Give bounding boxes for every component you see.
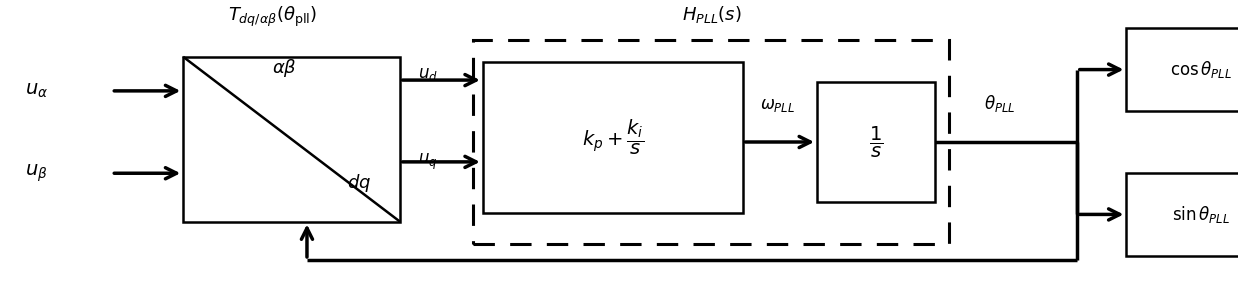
Bar [1126, 173, 1240, 256]
Text: $u_{\alpha}$: $u_{\alpha}$ [25, 82, 48, 100]
Bar [472, 40, 950, 244]
Bar [482, 62, 743, 213]
Bar [184, 57, 399, 222]
Bar [817, 82, 935, 202]
Text: $T_{dq/\alpha\beta}(\theta_{\mathrm{pll}})$: $T_{dq/\alpha\beta}(\theta_{\mathrm{pll}… [228, 5, 317, 29]
Text: $\theta_{PLL}$: $\theta_{PLL}$ [985, 93, 1016, 114]
Text: $\sin\theta_{PLL}$: $\sin\theta_{PLL}$ [1172, 204, 1230, 225]
Text: $\omega_{PLL}$: $\omega_{PLL}$ [760, 96, 795, 114]
Bar [1126, 28, 1240, 111]
Text: $\dfrac{1}{s}$: $\dfrac{1}{s}$ [868, 124, 883, 160]
Text: $k_p + \dfrac{k_i}{s}$: $k_p + \dfrac{k_i}{s}$ [582, 118, 644, 157]
Text: $H_{PLL}(s)$: $H_{PLL}(s)$ [682, 4, 742, 25]
Text: $\cos\theta_{PLL}$: $\cos\theta_{PLL}$ [1169, 59, 1231, 80]
Text: $u_d$: $u_d$ [418, 65, 438, 83]
Text: $u_{\beta}$: $u_{\beta}$ [25, 162, 47, 184]
Text: $dq$: $dq$ [347, 172, 371, 194]
Text: $\alpha\beta$: $\alpha\beta$ [273, 57, 298, 79]
Text: $u_q$: $u_q$ [418, 152, 438, 172]
